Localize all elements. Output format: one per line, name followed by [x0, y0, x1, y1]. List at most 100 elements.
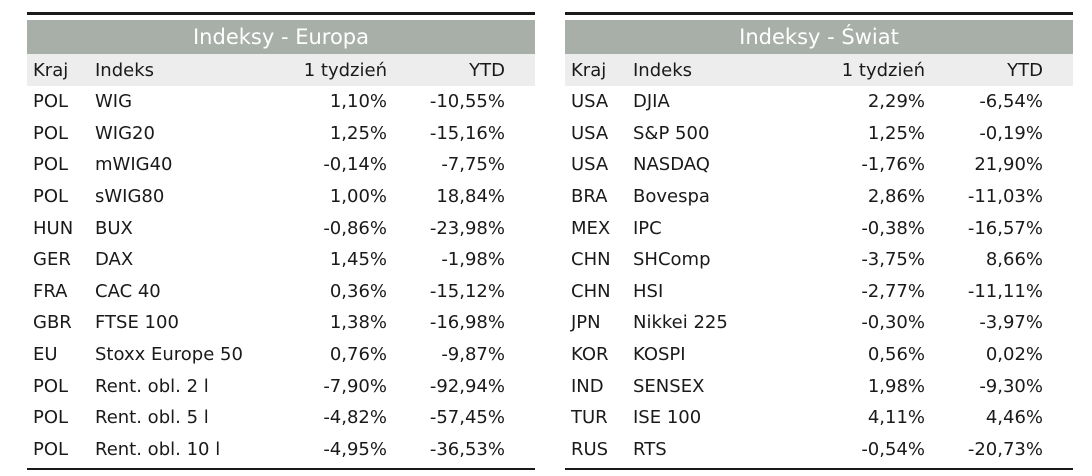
cell-index: IPC — [633, 217, 662, 239]
cell-week: 1,10% — [329, 91, 387, 113]
cell-index: S&P 500 — [633, 122, 710, 144]
cell-index: DJIA — [633, 91, 670, 113]
table-row: USA NASDAQ -1,76% 21,90% — [565, 149, 1073, 181]
cell-week: -0,30% — [861, 312, 925, 334]
cell-country: USA — [571, 91, 609, 113]
table-title: Indeksy - Świat — [565, 20, 1073, 54]
table-row: GBR FTSE 100 1,38% -16,98% — [27, 307, 535, 339]
top-rule — [565, 12, 1073, 15]
table-row: FRA CAC 40 0,36% -15,12% — [27, 276, 535, 308]
table-row: POL WIG20 1,25% -15,16% — [27, 118, 535, 150]
table-row: POL mWIG40 -0,14% -7,75% — [27, 149, 535, 181]
cell-country: CHN — [571, 280, 611, 302]
cell-index: WIG — [95, 91, 133, 113]
table-row: POL Rent. obl. 5 l -4,82% -57,45% — [27, 402, 535, 434]
cell-country: KOR — [571, 344, 609, 366]
cell-index: SHComp — [633, 249, 711, 271]
cell-index: NASDAQ — [633, 154, 710, 176]
cell-week: 2,29% — [867, 91, 925, 113]
cell-country: POL — [33, 91, 69, 113]
cell-week: 4,11% — [867, 407, 925, 429]
cell-ytd: -92,94% — [429, 375, 505, 397]
cell-ytd: -9,30% — [979, 375, 1043, 397]
cell-index: sWIG80 — [95, 186, 165, 208]
cell-week: -0,86% — [323, 217, 387, 239]
cell-index: DAX — [95, 249, 134, 271]
cell-week: -0,54% — [861, 438, 925, 460]
cell-ytd: -10,55% — [429, 91, 505, 113]
cell-country: TUR — [571, 407, 608, 429]
cell-country: GBR — [33, 312, 72, 334]
cell-ytd: -36,53% — [429, 438, 505, 460]
cell-index: FTSE 100 — [95, 312, 179, 334]
cell-ytd: 18,84% — [436, 186, 505, 208]
header-index: Indeks — [95, 59, 155, 81]
cell-index: KOSPI — [633, 344, 686, 366]
cell-ytd: -16,57% — [967, 217, 1043, 239]
cell-ytd: -3,97% — [979, 312, 1043, 334]
cell-ytd: -9,87% — [441, 344, 505, 366]
cell-week: 0,76% — [329, 344, 387, 366]
cell-country: POL — [33, 154, 69, 176]
cell-ytd: -7,75% — [441, 154, 505, 176]
cell-ytd: -1,98% — [441, 249, 505, 271]
bottom-rule — [27, 468, 535, 471]
cell-country: POL — [33, 122, 69, 144]
cell-index: CAC 40 — [95, 280, 161, 302]
table-row: JPN Nikkei 225 -0,30% -3,97% — [565, 307, 1073, 339]
cell-country: POL — [33, 186, 69, 208]
cell-country: HUN — [33, 217, 74, 239]
cell-country: POL — [33, 375, 69, 397]
table-row: KOR KOSPI 0,56% 0,02% — [565, 339, 1073, 371]
cell-week: -7,90% — [323, 375, 387, 397]
cell-country: JPN — [571, 312, 601, 334]
cell-ytd: -6,54% — [979, 91, 1043, 113]
cell-country: USA — [571, 122, 609, 144]
cell-index: SENSEX — [633, 375, 705, 397]
header-index: Indeks — [633, 59, 693, 81]
header-country: Kraj — [33, 59, 69, 81]
world-indices-table: Indeksy - Świat Kraj Indeks 1 tydzień YT… — [565, 12, 1073, 471]
cell-country: RUS — [571, 438, 609, 460]
cell-country: USA — [571, 154, 609, 176]
table-row: USA S&P 500 1,25% -0,19% — [565, 118, 1073, 150]
table-row: USA DJIA 2,29% -6,54% — [565, 86, 1073, 118]
cell-index: Rent. obl. 2 l — [95, 375, 209, 397]
cell-week: 1,25% — [329, 122, 387, 144]
cell-country: POL — [33, 407, 69, 429]
cell-country: GER — [33, 249, 71, 271]
table-row: POL sWIG80 1,00% 18,84% — [27, 181, 535, 213]
table-row: EU Stoxx Europe 50 0,76% -9,87% — [27, 339, 535, 371]
cell-week: -1,76% — [861, 154, 925, 176]
cell-ytd: -57,45% — [429, 407, 505, 429]
cell-week: -0,14% — [323, 154, 387, 176]
cell-index: Nikkei 225 — [633, 312, 728, 334]
cell-week: 0,56% — [867, 344, 925, 366]
cell-week: -0,38% — [861, 217, 925, 239]
cell-index: Rent. obl. 5 l — [95, 407, 209, 429]
table-row: POL Rent. obl. 10 l -4,95% -36,53% — [27, 434, 535, 466]
header-week: 1 tydzień — [841, 59, 925, 81]
cell-week: 1,45% — [329, 249, 387, 271]
bottom-rule — [565, 468, 1073, 471]
cell-index: ISE 100 — [633, 407, 702, 429]
cell-country: MEX — [571, 217, 611, 239]
table-body: POL WIG 1,10% -10,55% POL WIG20 1,25% -15,16% PO… — [27, 86, 535, 465]
table-row: MEX IPC -0,38% -16,57% — [565, 212, 1073, 244]
cell-week: -4,82% — [323, 407, 387, 429]
table-row: IND SENSEX 1,98% -9,30% — [565, 370, 1073, 402]
table-row: BRA Bovespa 2,86% -11,03% — [565, 181, 1073, 213]
table-row: RUS RTS -0,54% -20,73% — [565, 434, 1073, 466]
table-row: CHN HSI -2,77% -11,11% — [565, 276, 1073, 308]
cell-ytd: 21,90% — [974, 154, 1043, 176]
cell-index: BUX — [95, 217, 133, 239]
cell-ytd: 8,66% — [985, 249, 1043, 271]
cell-index: mWIG40 — [95, 154, 173, 176]
cell-week: -4,95% — [323, 438, 387, 460]
table-row: POL WIG 1,10% -10,55% — [27, 86, 535, 118]
cell-country: CHN — [571, 249, 611, 271]
cell-index: RTS — [633, 438, 667, 460]
cell-ytd: -11,11% — [967, 280, 1043, 302]
cell-ytd: -20,73% — [967, 438, 1043, 460]
header-ytd: YTD — [469, 59, 505, 81]
